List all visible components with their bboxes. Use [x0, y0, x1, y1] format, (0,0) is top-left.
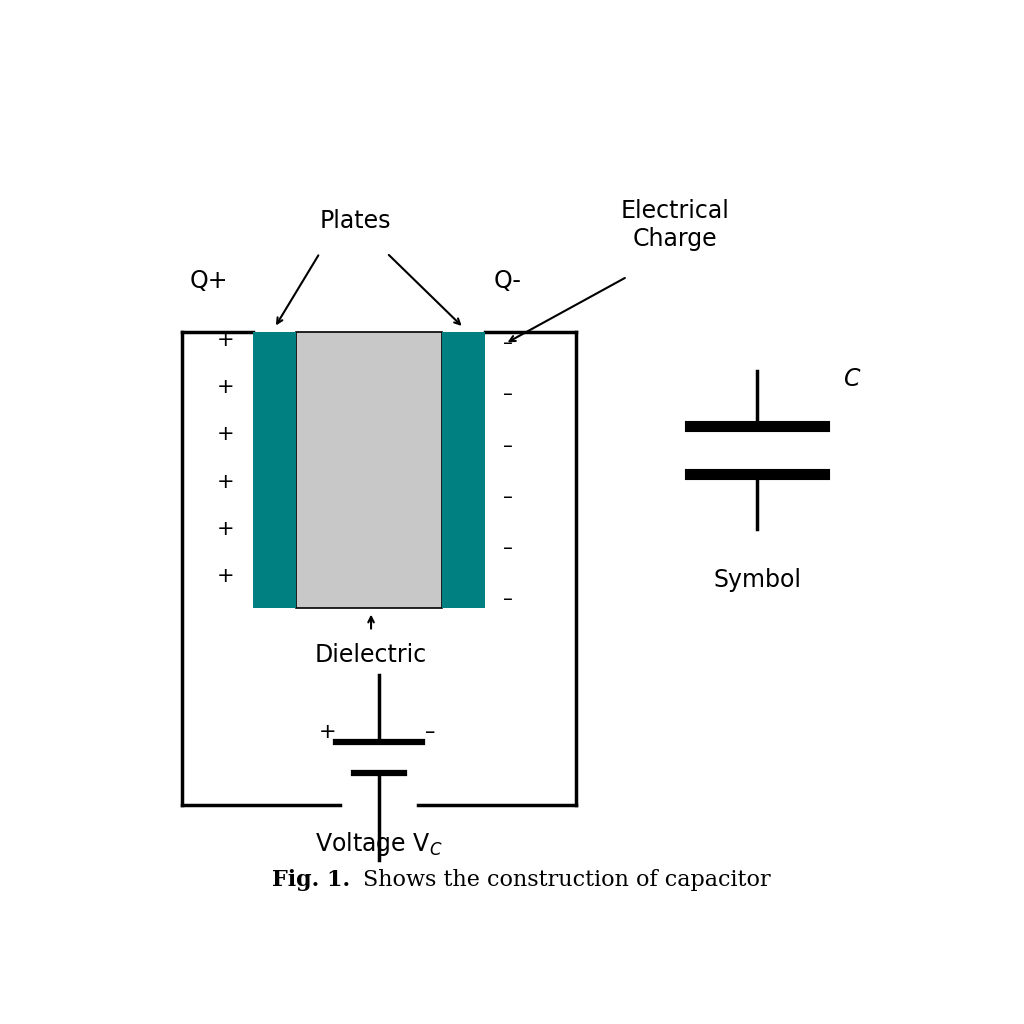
Text: +: + — [216, 330, 234, 350]
Text: Symbol: Symbol — [714, 568, 802, 592]
Text: Q+: Q+ — [189, 268, 228, 293]
Text: Fig. 1.: Fig. 1. — [272, 868, 350, 891]
Text: Dielectric: Dielectric — [315, 643, 427, 667]
Text: +: + — [216, 472, 234, 492]
Text: Plates: Plates — [319, 210, 391, 233]
Text: C: C — [844, 368, 860, 391]
Bar — [296, 332, 442, 608]
Text: –: – — [503, 385, 512, 404]
Text: –: – — [503, 591, 512, 609]
Text: Electrical
Charge: Electrical Charge — [621, 200, 729, 251]
Text: –: – — [503, 487, 512, 507]
Text: –: – — [503, 334, 512, 353]
Text: Voltage V$_C$: Voltage V$_C$ — [315, 830, 442, 858]
Text: +: + — [216, 377, 234, 397]
Text: +: + — [216, 519, 234, 539]
Bar — [253, 332, 296, 608]
Text: –: – — [425, 722, 435, 742]
Text: –: – — [503, 540, 512, 558]
Text: Shows the construction of capacitor: Shows the construction of capacitor — [364, 868, 771, 891]
Text: –: – — [503, 436, 512, 456]
Text: +: + — [216, 424, 234, 444]
Text: +: + — [318, 722, 337, 742]
Text: Q-: Q- — [494, 268, 521, 293]
Text: +: + — [216, 566, 234, 587]
Bar — [442, 332, 485, 608]
